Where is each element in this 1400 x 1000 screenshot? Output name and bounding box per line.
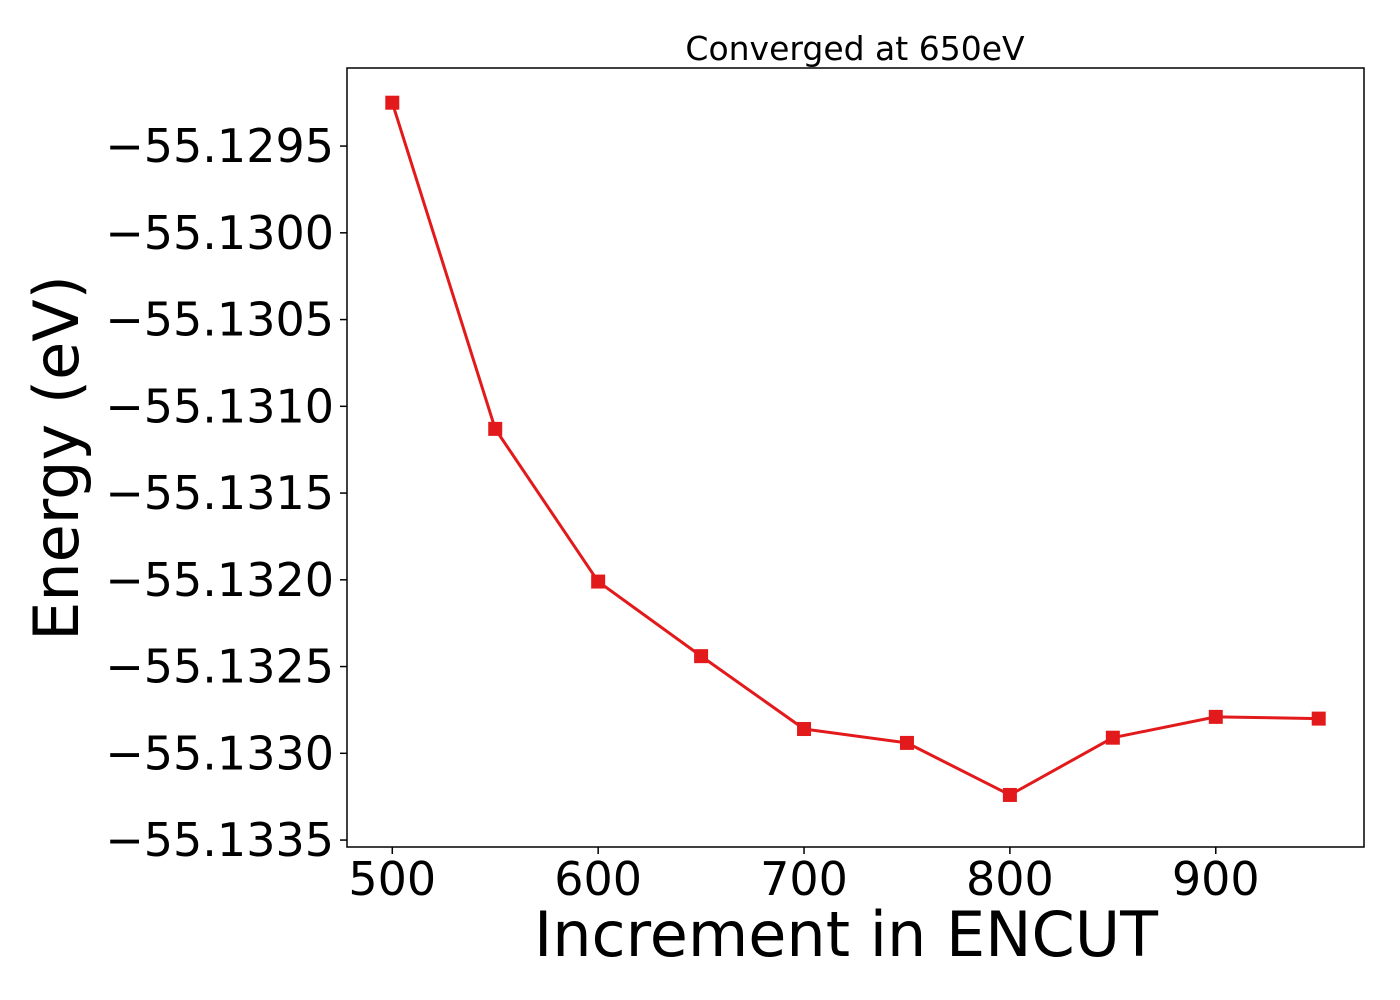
data-point-marker: [385, 95, 400, 110]
data-point-marker: [591, 574, 606, 589]
x-tick-label: 800: [966, 852, 1054, 906]
data-point-marker: [899, 735, 914, 750]
series-group: [385, 95, 1326, 802]
data-point-marker: [797, 722, 812, 737]
y-tick-label: −55.1335: [105, 813, 334, 867]
data-point-marker: [1208, 709, 1223, 724]
x-tick-label: 500: [348, 852, 436, 906]
data-point-marker: [694, 649, 709, 664]
data-point-marker: [1002, 787, 1017, 802]
y-tick-label: −55.1315: [105, 466, 334, 520]
data-point-marker: [488, 421, 503, 436]
data-point-marker: [1105, 730, 1120, 745]
y-tick-label: −55.1305: [105, 293, 334, 347]
data-point-marker: [1311, 711, 1326, 726]
energy-series-line: [390, 102, 1319, 797]
x-tick-label: 900: [1172, 852, 1260, 906]
chart-title: Converged at 650eV: [685, 29, 1025, 68]
y-tick-label: −55.1320: [105, 553, 334, 607]
y-axis-label: Energy (eV): [20, 275, 93, 641]
y-tick-label: −55.1295: [105, 119, 334, 173]
y-tick-label: −55.1300: [105, 206, 334, 260]
x-tick-label: 600: [554, 852, 642, 906]
x-tick-label: 700: [760, 852, 848, 906]
y-tick-label: −55.1325: [105, 640, 334, 694]
y-tick-label: −55.1310: [105, 379, 334, 433]
x-axis-label: Increment in ENCUT: [534, 898, 1159, 971]
y-tick-label: −55.1330: [105, 726, 334, 780]
plot-area-frame: [346, 67, 1365, 848]
axis-ticks: 500 600 700 800 900 −55.1295 −55.1300 −55.1305 −…: [105, 119, 1259, 906]
